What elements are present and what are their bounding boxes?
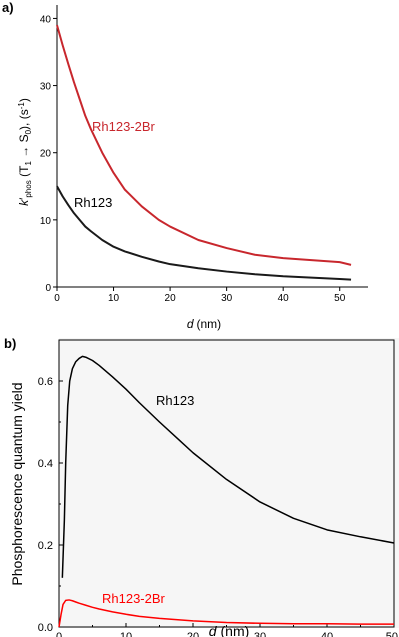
panel-a-series-label-rh123-2br: Rh123-2Br xyxy=(92,119,156,134)
panel-b-y-tick-label: 0.0 xyxy=(38,622,53,634)
panel-a-x-tick-label: 10 xyxy=(108,293,120,304)
panel-b-series-line-rh123 xyxy=(61,355,395,578)
panel-a-label: a) xyxy=(2,0,14,15)
panel-a-series-label-rh123: Rh123 xyxy=(74,195,112,210)
panel-a-y-tick-label: 30 xyxy=(40,82,52,93)
panel-b-series-lines xyxy=(58,355,395,628)
panel-b-x-tick-label: 40 xyxy=(321,631,333,637)
panel-b-x-axis-label: d (nm) xyxy=(209,623,250,637)
panel-a-x-axis-ticks: 0 10 20 30 40 50 xyxy=(54,287,346,304)
panel-b-y-axis-label: Phosphorescence quantum yield xyxy=(9,382,25,585)
panel-b-plot-background xyxy=(59,338,399,628)
panel-a-x-tick-label: 20 xyxy=(165,293,177,304)
panel-b: b) 0.0 0.2 0.4 0.6 0 10 20 30 40 50 Rh123 Rh123-… xyxy=(4,336,399,637)
panel-a-y-tick-label: 20 xyxy=(40,149,52,160)
panel-b-x-axis-ticks: 0 10 20 30 40 50 xyxy=(56,623,398,637)
panel-a-x-tick-label: 30 xyxy=(221,293,233,304)
panel-a-y-tick-label: 10 xyxy=(40,216,52,227)
panel-a-series-line-rh123 xyxy=(56,185,352,281)
panel-b-x-tick-label: 10 xyxy=(120,631,132,637)
panel-b-x-tick-label: 50 xyxy=(386,631,398,637)
panel-b-y-tick-label: 0.6 xyxy=(38,376,53,388)
panel-a-y-tick-label: 40 xyxy=(40,14,52,25)
panel-a-x-tick-label: 40 xyxy=(278,293,290,304)
panel-a: a) 0 10 20 30 40 0 10 20 30 40 50 Rh123-2Br Rh123… xyxy=(2,0,368,331)
panel-a-x-axis-symbol: d xyxy=(187,317,194,331)
panel-b-series-label-rh123: Rh123 xyxy=(156,393,194,408)
panel-b-x-tick-label: 0 xyxy=(56,631,62,637)
panel-b-x-tick-label: 20 xyxy=(187,631,199,637)
panel-a-plot-area xyxy=(56,5,368,288)
panel-b-x-tick-label: 30 xyxy=(254,631,266,637)
panel-a-x-tick-label: 50 xyxy=(334,293,346,304)
panel-a-x-axis-unit: (nm) xyxy=(197,317,222,331)
panel-b-y-tick-label: 0.2 xyxy=(38,540,53,552)
panel-a-y-tick-label: 0 xyxy=(45,283,51,294)
panel-a-y-axis-ticks: 0 10 20 30 40 xyxy=(40,14,57,294)
panel-b-series-line-rh123-2br xyxy=(58,599,394,628)
panel-b-y-axis-ticks: 0.0 0.2 0.4 0.6 xyxy=(38,376,63,634)
panel-a-y-axis-label: k′phos (T1 → S0), (s-1) xyxy=(17,98,33,206)
panel-a-series-line-rh123-2br xyxy=(56,24,352,266)
panel-b-y-tick-label: 0.4 xyxy=(38,458,53,470)
panel-a-series-lines xyxy=(56,24,352,281)
panel-a-x-axis-label: d (nm) xyxy=(187,317,221,331)
panel-a-x-tick-label: 0 xyxy=(54,293,60,304)
panel-b-series-label-rh123-2br: Rh123-2Br xyxy=(102,591,166,606)
panel-b-label: b) xyxy=(4,336,16,351)
